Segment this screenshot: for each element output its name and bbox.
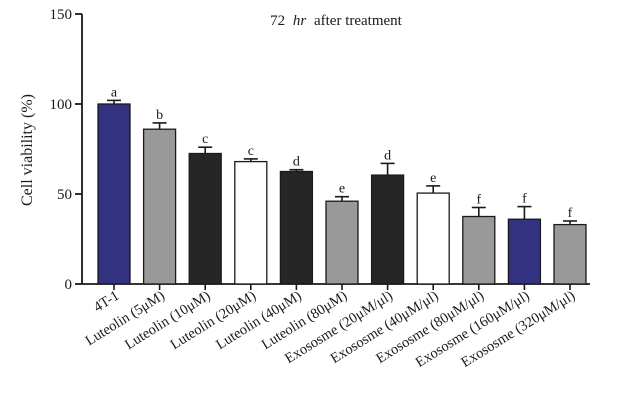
bar (325, 200, 359, 285)
significance-label: f (476, 193, 481, 208)
significance-label: b (156, 108, 163, 123)
title-rest: after treatment (314, 13, 403, 29)
chart-title: 72 hr after treatment (270, 13, 403, 29)
bar (507, 218, 542, 285)
significance-label: f (522, 192, 527, 207)
significance-label: f (568, 206, 573, 221)
y-axis: 0 50 100 150 (50, 7, 83, 293)
bar (370, 174, 405, 285)
bar (142, 128, 177, 285)
significance-label: e (430, 171, 436, 186)
y-axis-label: Cell viability (%) (19, 94, 36, 206)
significance-label: a (111, 85, 118, 100)
bar (97, 103, 131, 285)
significance-label: d (293, 155, 300, 170)
y-tick-label: 50 (57, 187, 72, 203)
significance-labels-group: a b c c d e d e f f f (111, 85, 573, 221)
significance-label: e (339, 182, 345, 197)
bar (188, 152, 222, 285)
bar (416, 192, 450, 285)
error-bars-group (107, 99, 577, 225)
y-tick-label: 0 (65, 277, 73, 293)
title-unit: hr (293, 13, 307, 29)
bar (462, 215, 496, 285)
bar (279, 170, 314, 285)
significance-label: c (202, 132, 208, 147)
y-tick-label: 150 (50, 7, 73, 23)
title-value: 72 (270, 13, 285, 29)
category-label: 4T-1 (91, 288, 122, 316)
significance-label: d (384, 148, 391, 163)
bar (234, 160, 268, 285)
significance-label: c (248, 144, 254, 159)
bar (553, 223, 587, 285)
y-tick-label: 100 (50, 97, 73, 113)
bars-group (97, 103, 587, 285)
